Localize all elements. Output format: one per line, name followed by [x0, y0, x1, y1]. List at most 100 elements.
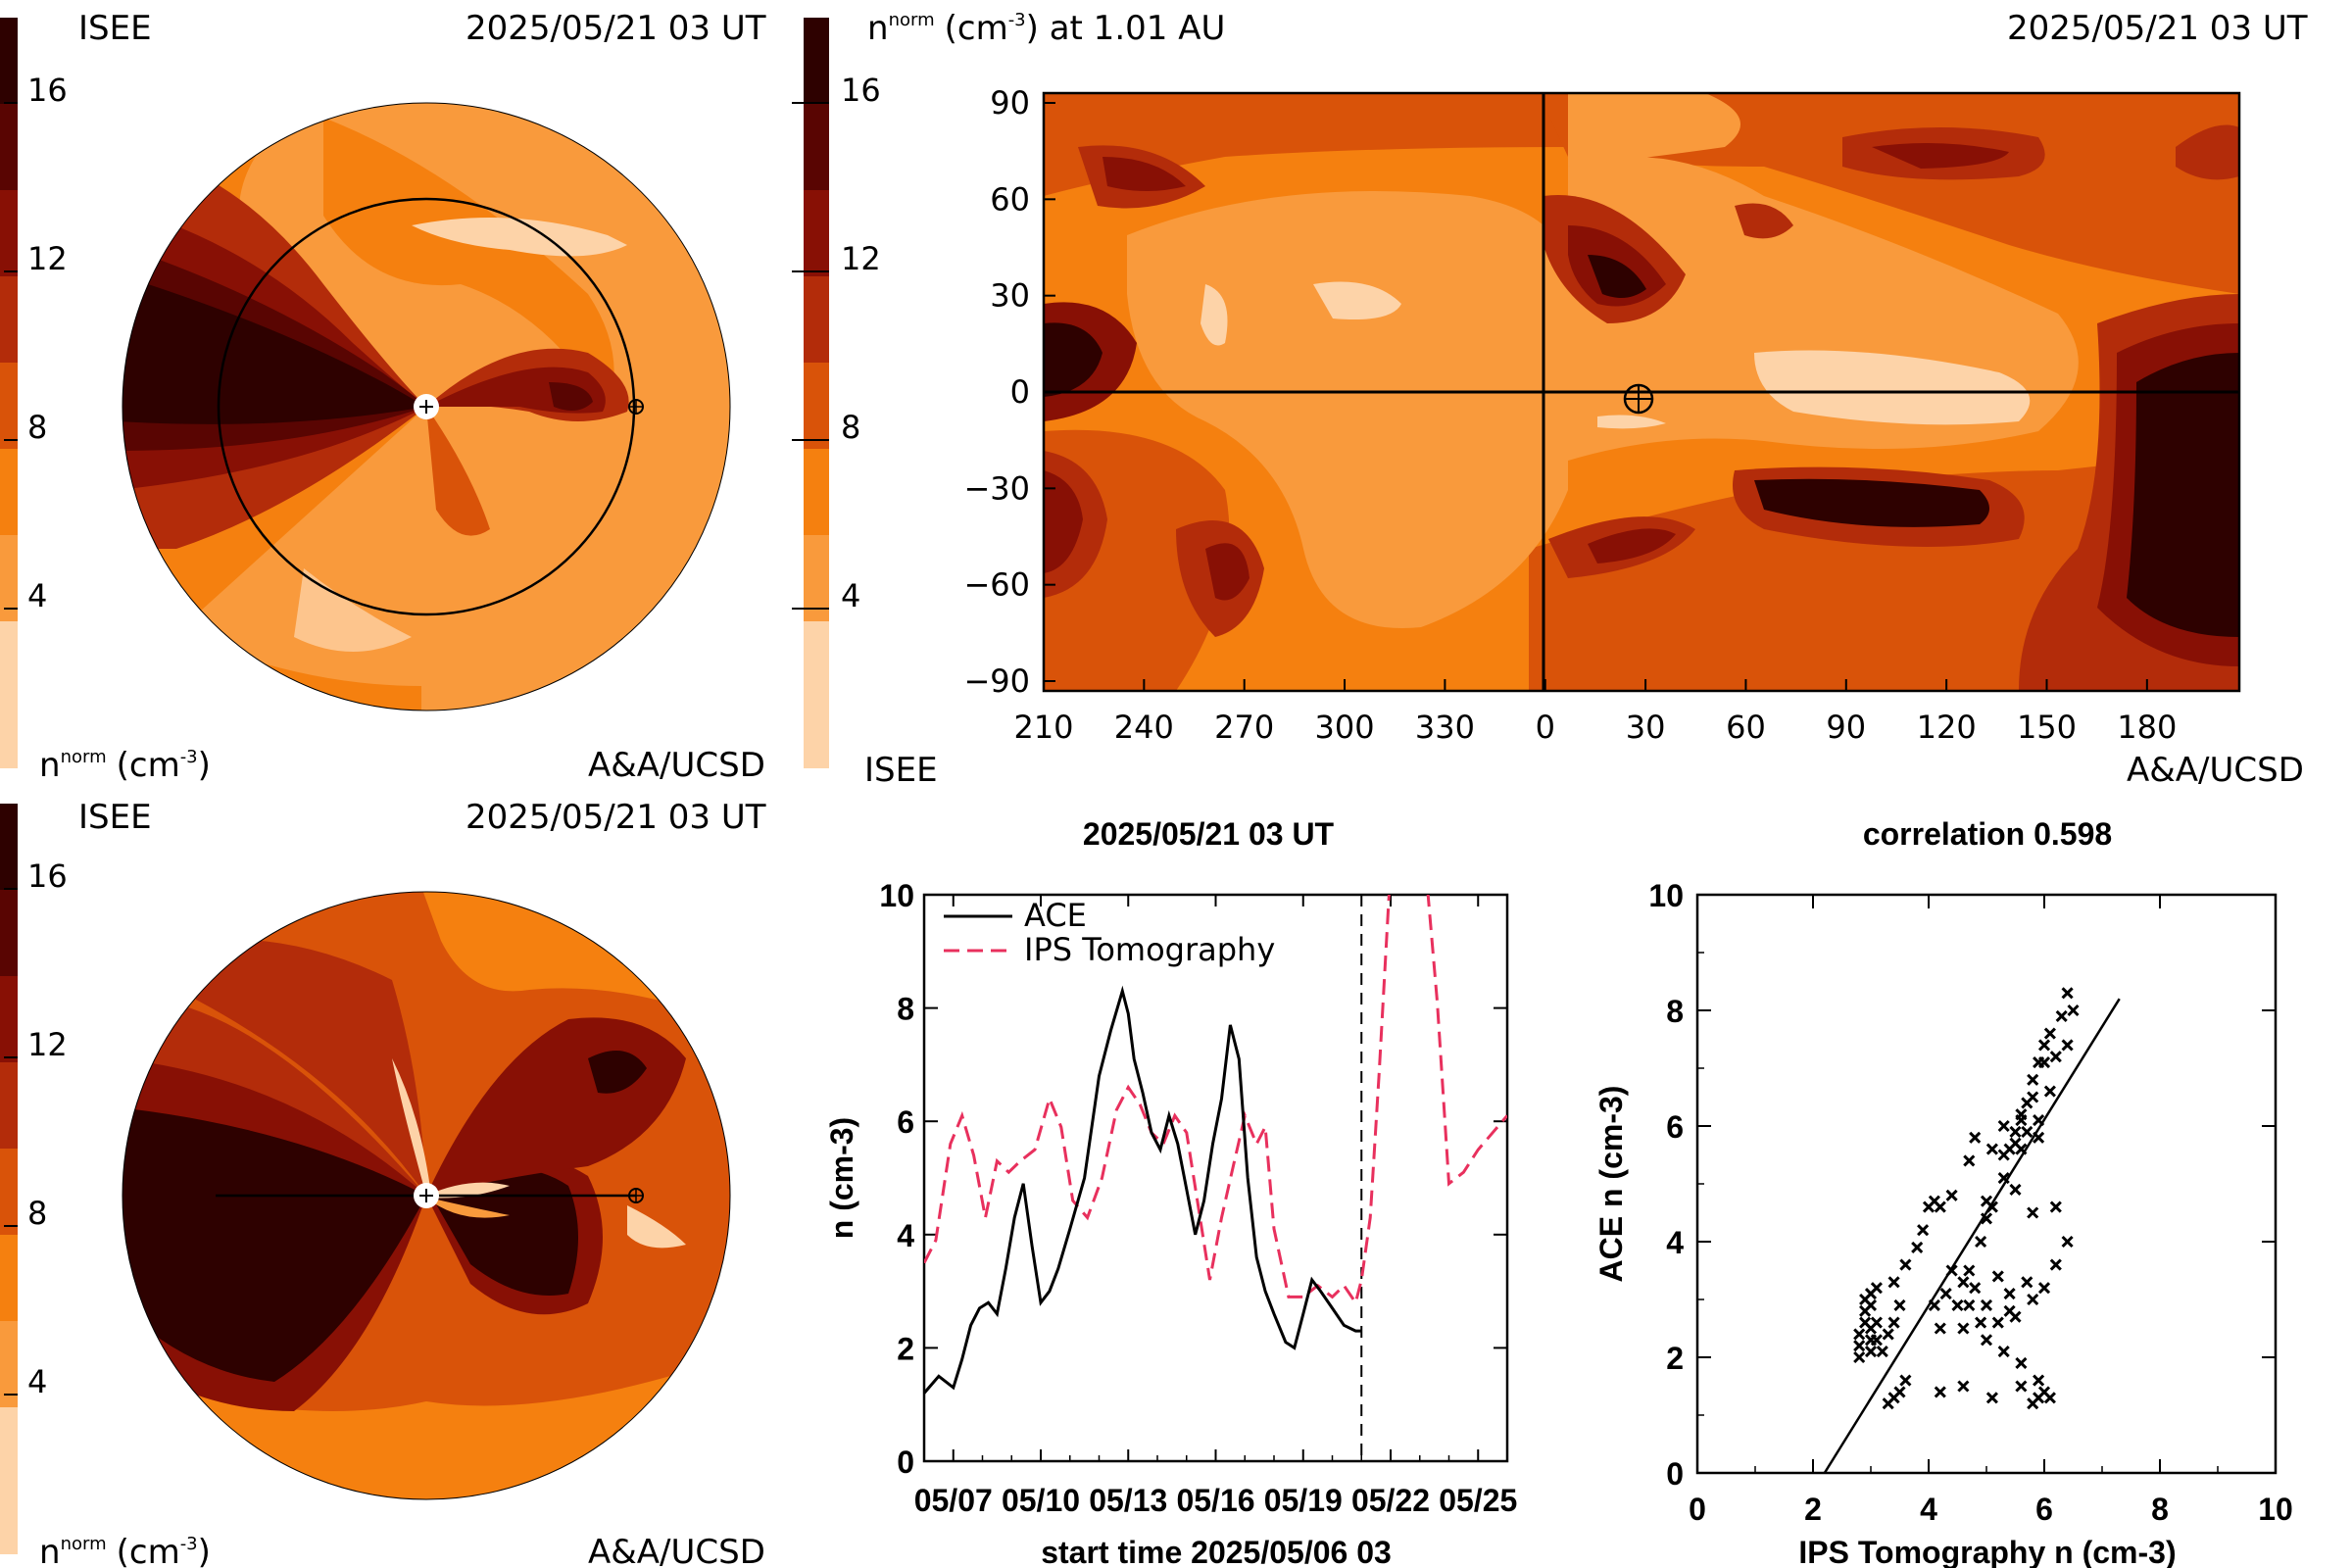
scatter-point	[1991, 1270, 2004, 1283]
time-series-frame	[922, 893, 1509, 1463]
ts-x-tick-label: 05/13	[1089, 1483, 1167, 1518]
map-x-tick-label: 120	[1917, 709, 1977, 746]
earth-icon	[1623, 383, 1654, 415]
scatter-point	[1934, 1386, 1946, 1398]
scatter-point	[2027, 1091, 2039, 1103]
scatter-point	[1969, 1131, 1982, 1144]
scatter-point	[2033, 1392, 2045, 1404]
map-x-tick-label: 330	[1415, 709, 1475, 746]
earth-icon	[628, 399, 644, 415]
sc-x-tick-label: 8	[2151, 1492, 2169, 1527]
scatter-point	[1969, 1282, 1982, 1295]
scatter-point	[1980, 1334, 1993, 1347]
sc-y-tick-label: 10	[1648, 878, 1684, 913]
map-y-tick-label: 30	[990, 277, 1030, 315]
timestamp: 2025/05/21 03 UT	[466, 9, 766, 48]
ts-y-tick-label: 4	[897, 1218, 914, 1253]
scatter-point	[2067, 1004, 2080, 1017]
sc-y-tick-label: 0	[1666, 1456, 1684, 1492]
scatter-point	[1853, 1328, 1866, 1341]
scatter-point	[2049, 1051, 2062, 1063]
sc-x-tick-label: 2	[1804, 1492, 1822, 1527]
scatter-point	[1853, 1350, 1866, 1364]
colorbar-tick-4: 4	[841, 577, 860, 614]
scatter-point	[1939, 1288, 1952, 1300]
sc-y-tick-label: 6	[1666, 1109, 1684, 1145]
scatter-point	[1957, 1276, 1970, 1289]
colorbar-tick-12: 12	[841, 240, 881, 277]
credit-label: A&A/UCSD	[588, 1533, 765, 1568]
scatter-point	[2009, 1183, 2022, 1196]
ts-x-tick-label: 05/19	[1264, 1483, 1343, 1518]
scatter-point	[1917, 1224, 1930, 1237]
sc-x-tick-label: 4	[1920, 1492, 1937, 1527]
scatter-point	[2043, 1027, 2056, 1040]
sc-y-tick-label: 2	[1666, 1341, 1684, 1376]
org-label: ISEE	[78, 9, 152, 48]
scatter-point	[1928, 1298, 1940, 1311]
ts-x-tick-label: 05/16	[1176, 1483, 1254, 1518]
map-x-tick-label: 180	[2117, 709, 2177, 746]
map-x-tick-label: 0	[1536, 709, 1555, 746]
colorbar-top-left: 16 12 8 4	[0, 18, 68, 768]
series-ips-tomography-line	[924, 895, 1507, 1306]
map-y-tick-label: −30	[963, 469, 1030, 507]
series-ace-line	[924, 985, 1362, 1395]
scatter-point	[1980, 1212, 1993, 1225]
colorbar-tick-4: 4	[27, 577, 47, 614]
scatter-point	[2021, 1125, 2034, 1138]
scatter-point	[1870, 1316, 1883, 1329]
scatter-point	[2043, 1085, 2056, 1098]
scatter-point	[2061, 987, 2074, 1000]
scatter-point	[2033, 1114, 2045, 1127]
legend-ips-label: IPS Tomography	[1024, 931, 1275, 968]
bottom-left-panel: 16 12 8 4 ISEE 2025/05/21 03 UT nnorm (cm…	[0, 798, 766, 1568]
map-y-tick-label: 0	[1010, 373, 1030, 411]
scatter-point	[1975, 1235, 1987, 1249]
map-x-tick-label: 300	[1315, 709, 1375, 746]
ts-x-tick-label: 05/22	[1351, 1483, 1430, 1518]
scatter-point	[1985, 1392, 1998, 1404]
org-label: ISEE	[78, 798, 152, 837]
colorbar-tick-12: 12	[27, 240, 68, 277]
map-x-tick-label: 270	[1214, 709, 1274, 746]
colorbar-tick-16: 16	[841, 72, 881, 109]
scatter-point	[1887, 1316, 1900, 1329]
legend-ace-label: ACE	[1024, 897, 1087, 934]
top-left-panel: 16 12 8 4 ISEE 2025/05/21 03 UT nnorm (cm…	[0, 9, 766, 785]
ts-x-tick-label: 05/07	[914, 1483, 993, 1518]
units-label: nnorm (cm-3)	[39, 1533, 211, 1568]
map-x-tick-label: 210	[1013, 709, 1073, 746]
time-series-axes: 05/07 05/10 05/13 05/16 05/19 05/22 05/25 0 2 4 6 8…	[879, 878, 1517, 1518]
map-y-tick-label: 90	[990, 84, 1030, 122]
scatter-point	[1945, 1264, 1958, 1277]
scatter-point	[1870, 1282, 1883, 1295]
map-y-tick-label: −60	[963, 566, 1030, 604]
scatter-point	[2027, 1206, 2039, 1219]
scatter-point	[2009, 1310, 2022, 1323]
colorbar-map: 16 12 8 4	[792, 18, 881, 768]
map-y-tick-label: 60	[990, 180, 1030, 218]
ts-x-tick-label: 05/25	[1439, 1483, 1517, 1518]
disc-outline	[122, 102, 731, 711]
earth-icon	[628, 1188, 644, 1203]
colorbar-tick-8: 8	[27, 409, 47, 446]
scatter-point	[2027, 1293, 2039, 1306]
sc-x-tick-label: 10	[2258, 1492, 2293, 1527]
scatter-point	[2055, 1009, 2068, 1022]
scatter-point	[2037, 1039, 2051, 1052]
disc-outline	[122, 891, 731, 1500]
map-title: nnorm (cm-3) at 1.01 AU	[867, 9, 1225, 48]
scatter-point	[1934, 1322, 1946, 1335]
ts-y-tick-label: 6	[897, 1104, 914, 1140]
scatter-point	[1853, 1340, 1866, 1352]
scatter-point	[1975, 1316, 1987, 1329]
scatter-point	[1997, 1346, 2010, 1358]
scatter-point	[1945, 1189, 1958, 1201]
sc-y-tick-label: 8	[1666, 994, 1684, 1029]
scatter-point	[1997, 1172, 2010, 1185]
map-y-tick-label: −90	[963, 662, 1030, 700]
scatter-point	[2027, 1073, 2039, 1086]
scatter-point	[1882, 1328, 1894, 1341]
scatter-point	[1876, 1346, 1888, 1358]
